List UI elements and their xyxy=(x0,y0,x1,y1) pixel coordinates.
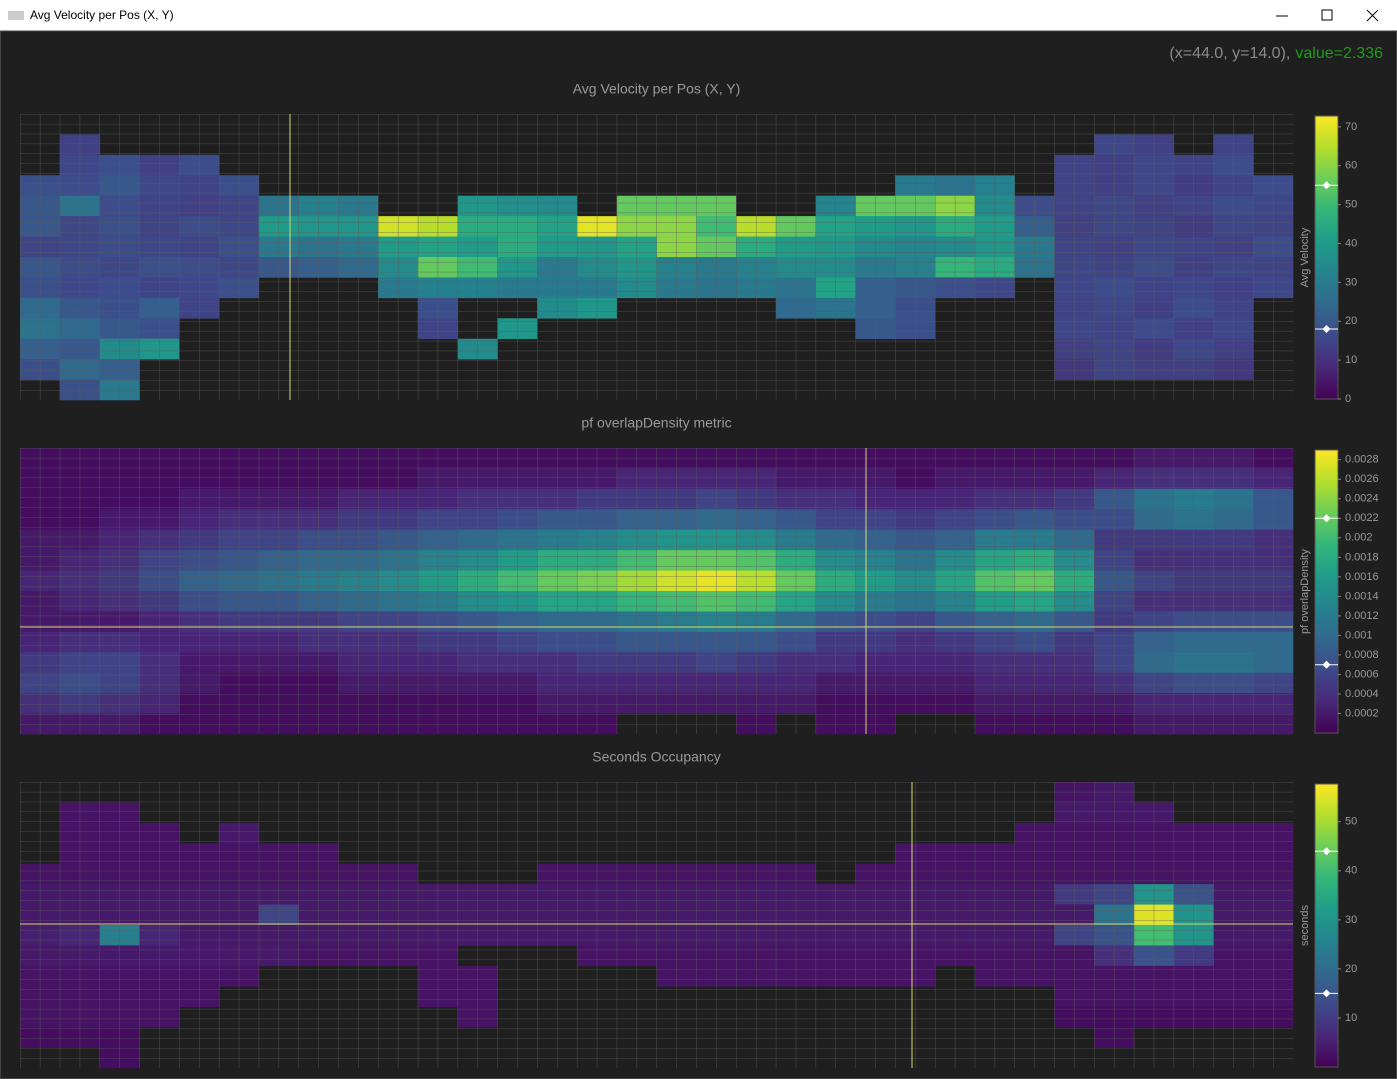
grid xyxy=(20,782,1293,1068)
level-handle xyxy=(1322,181,1331,190)
level-handle xyxy=(1322,660,1331,669)
colorbar-tick-label: 20 xyxy=(1345,315,1357,327)
cursor-value: value=2.336 xyxy=(1295,45,1383,62)
colorbar-tick-label: 0.0028 xyxy=(1345,454,1379,466)
colorbar-tick-label: 60 xyxy=(1345,160,1357,172)
cursor-readout: (x=44.0, y=14.0), value=2.336 xyxy=(1169,45,1383,62)
colorbar-tick-label: 50 xyxy=(1345,816,1357,828)
colorbar-tick-label: 0.0018 xyxy=(1345,551,1379,563)
app-icon xyxy=(8,11,24,20)
cursor-position: (x=44.0, y=14.0), xyxy=(1169,45,1290,62)
window-title: Avg Velocity per Pos (X, Y) xyxy=(30,8,174,22)
colorbar-tick-label: 0.0022 xyxy=(1345,512,1379,524)
colorbar-tick-label: 20 xyxy=(1345,963,1357,975)
colorbar-tick-label: 10 xyxy=(1345,1012,1357,1024)
plot-title: pf overlapDensity metric xyxy=(581,415,731,431)
colorbar-tick-label: 0.0014 xyxy=(1345,590,1379,602)
level-handle xyxy=(1322,514,1331,523)
colorbar-tick-label: 30 xyxy=(1345,276,1357,288)
grid xyxy=(20,114,1293,400)
maximize-button[interactable] xyxy=(1321,9,1333,21)
colorbar xyxy=(1314,115,1339,400)
colorbar-tick-label: 40 xyxy=(1345,237,1357,249)
colorbar-tick-label: 50 xyxy=(1345,199,1357,211)
colorbar-tick-label: 10 xyxy=(1345,354,1357,366)
colorbar xyxy=(1314,449,1339,734)
colorbar-tick-label: 0 xyxy=(1345,393,1351,405)
colorbar-tick-label: 0.0024 xyxy=(1345,493,1379,505)
level-handle xyxy=(1322,325,1331,334)
level-handle xyxy=(1322,989,1331,998)
colorbar-tick-label: 70 xyxy=(1345,121,1357,133)
level-handle xyxy=(1322,847,1331,856)
colorbar-label: Avg Velocity xyxy=(1299,227,1311,287)
colorbar-tick-label: 0.0004 xyxy=(1345,688,1379,700)
plots: Avg Velocity per Pos (X, Y) 0 10 20 30 40 50 60… xyxy=(20,81,1379,1069)
colorbar-tick-label: 0.0012 xyxy=(1345,610,1379,622)
colorbar-tick-label: 0.002 xyxy=(1345,532,1373,544)
colorbar-label: seconds xyxy=(1299,905,1311,946)
plot-title: Avg Velocity per Pos (X, Y) xyxy=(573,81,741,97)
grid xyxy=(20,448,1293,734)
colorbar-tick-label: 30 xyxy=(1345,914,1357,926)
colorbar-tick-label: 0.001 xyxy=(1345,629,1373,641)
colorbar-tick-label: 0.0016 xyxy=(1345,571,1379,583)
colorbar-tick-label: 0.0008 xyxy=(1345,649,1379,661)
colorbar-tick-label: 40 xyxy=(1345,865,1357,877)
colorbar-tick-label: 0.0002 xyxy=(1345,707,1379,719)
plot-title: Seconds Occupancy xyxy=(592,749,720,765)
title-bar xyxy=(0,0,1397,31)
colorbar-tick-label: 0.0006 xyxy=(1345,668,1379,680)
colorbar-label: pf overlapDensity xyxy=(1299,549,1311,634)
colorbar xyxy=(1314,783,1339,1068)
close-button[interactable] xyxy=(1366,9,1379,22)
colorbar-tick-label: 0.0026 xyxy=(1345,473,1379,485)
